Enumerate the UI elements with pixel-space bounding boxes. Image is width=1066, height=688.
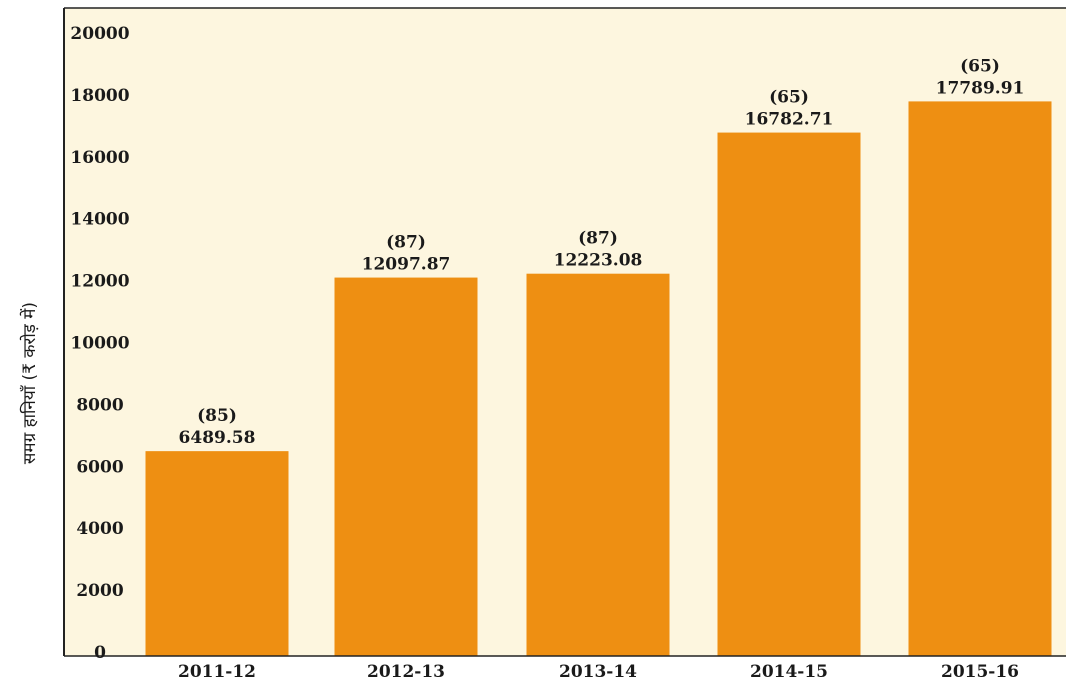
y-tick-label: 18000	[70, 86, 129, 106]
x-tick-label: 2014-15	[750, 662, 828, 682]
bar	[145, 451, 289, 656]
bar-value-label: 16782.71	[745, 110, 834, 130]
bar-secondary-label: (65)	[769, 88, 809, 108]
y-axis-label: समग्र हानियाँ (₹ करोड़ में)	[19, 302, 40, 464]
x-tick-label: 2013-14	[559, 662, 637, 682]
y-tick-label: 2000	[76, 581, 123, 601]
bar-secondary-label: (65)	[960, 56, 1000, 76]
bar-value-label: 6489.58	[179, 428, 256, 448]
bar	[334, 277, 478, 656]
y-tick-label: 10000	[70, 334, 129, 354]
y-tick-label: 6000	[76, 457, 123, 477]
x-tick-label: 2011-12	[178, 662, 256, 682]
y-tick-label: 20000	[70, 24, 129, 44]
bars-group	[145, 101, 1052, 656]
bar-value-label: 12223.08	[554, 251, 643, 271]
bar-secondary-label: (87)	[578, 229, 618, 249]
bar	[908, 101, 1052, 656]
bar-value-label: 12097.87	[362, 255, 451, 275]
y-tick-label: 12000	[70, 272, 129, 292]
y-tick-label: 0	[94, 643, 106, 663]
x-tick-label: 2012-13	[367, 662, 445, 682]
bar-secondary-label: (85)	[197, 406, 237, 426]
y-tick-label: 14000	[70, 210, 129, 230]
data-labels-group: (85)6489.58(87)12097.87(87)12223.08(65)1…	[179, 56, 1025, 448]
bar-secondary-label: (87)	[386, 233, 426, 253]
bar	[717, 132, 861, 656]
bar	[526, 273, 670, 656]
y-tick-label: 16000	[70, 148, 129, 168]
axes-group: 0 2000 4000 6000 8000 10000 12000 14000 16000 180…	[63, 7, 1066, 682]
y-tick-label: 8000	[76, 395, 123, 415]
bar-value-label: 17789.91	[936, 78, 1025, 98]
x-tick-label: 2015-16	[941, 662, 1019, 682]
y-tick-label: 4000	[76, 519, 123, 539]
